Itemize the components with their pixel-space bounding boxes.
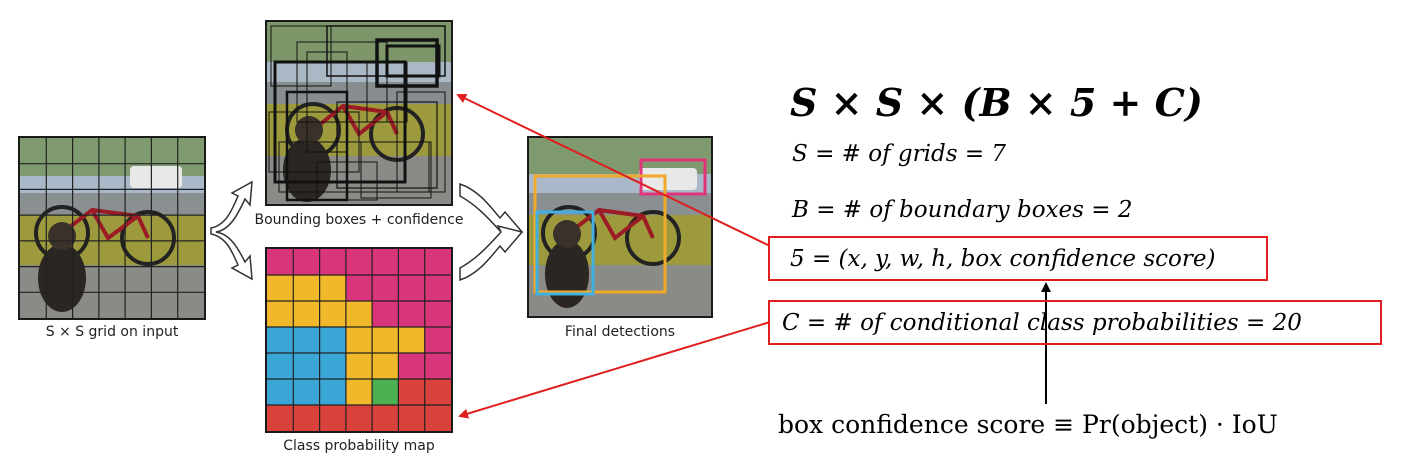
five-definition-box — [768, 236, 1268, 281]
grid-overlay — [20, 138, 204, 318]
class-probability-map — [265, 247, 453, 433]
dog-bicycle-photo-boxes — [267, 22, 451, 204]
class-map-grid — [267, 249, 451, 431]
c-definition-box — [768, 300, 1382, 345]
dog-bicycle-photo-final — [529, 138, 711, 316]
bounding-boxes-image — [265, 20, 453, 206]
caption-class-map: Class probability map — [283, 438, 435, 454]
grid-input-image — [18, 136, 206, 320]
final-detections-image — [527, 136, 713, 318]
caption-grid-input: S × S grid on input — [45, 324, 179, 340]
b-definition: B = # of boundary boxes = 2 — [792, 197, 1133, 223]
merge-arrow-icon — [459, 182, 524, 282]
caption-final-detections: Final detections — [564, 324, 676, 340]
five-definition: 5 = (x, y, w, h, box confidence score) — [790, 246, 1216, 272]
caption-bounding-boxes: Bounding boxes + confidence — [254, 212, 464, 228]
split-arrow-icon — [210, 180, 253, 281]
s-definition: S = # of grids = 7 — [792, 141, 1007, 167]
main-equation: S × S × (B × 5 + C) — [790, 80, 1203, 125]
c-definition: C = # of conditional class probabilities… — [782, 310, 1302, 336]
dog-bicycle-photo — [20, 138, 204, 318]
confidence-formula: box confidence score ≡ Pr(object) · IoU — [778, 410, 1278, 439]
